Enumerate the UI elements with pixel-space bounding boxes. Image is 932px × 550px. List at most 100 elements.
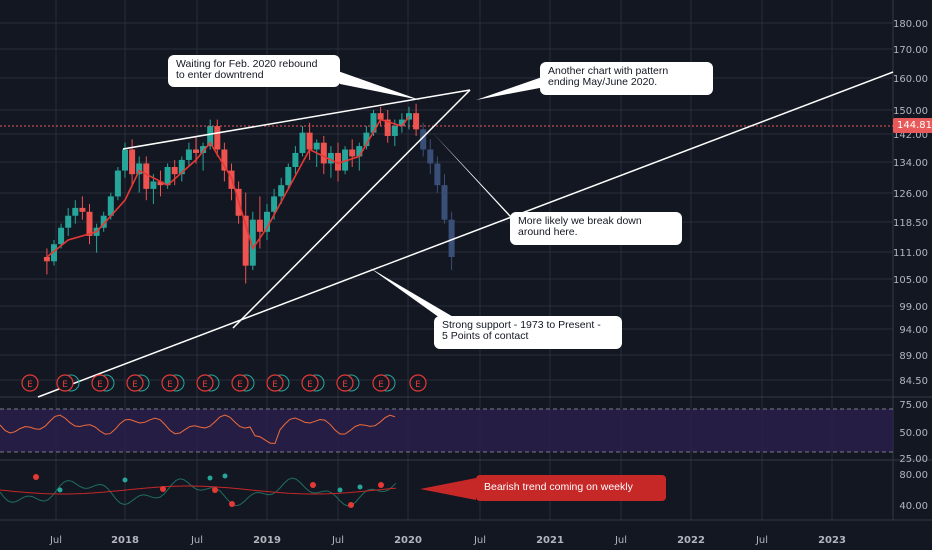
candle-body: [221, 149, 228, 171]
callout-pattern[interactable]: Another chart with pattern ending May/Ju…: [540, 62, 713, 95]
candle-body: [384, 119, 391, 136]
candle-body: [143, 163, 150, 189]
earnings-marker: [301, 374, 319, 392]
candle-body: [434, 163, 441, 186]
candle-body: [150, 181, 157, 189]
candle-body: [129, 149, 136, 175]
price-tick-label: 105.00: [893, 275, 928, 286]
time-tick-label: Jul: [190, 535, 203, 546]
candle-body: [413, 113, 420, 130]
time-axis[interactable]: Jul 2018 Jul 2019 Jul 2020 Jul 2021 Jul 2022 Jul 20…: [49, 535, 846, 546]
price-tick-label: 111.00: [893, 248, 928, 259]
callout-bearish-trend[interactable]: Bearish trend coming on weekly: [476, 475, 666, 501]
callout-break-down[interactable]: More likely we break down around here.: [510, 212, 682, 245]
candle-body: [164, 166, 171, 186]
earnings-marker-label: E: [97, 380, 103, 390]
lower-indicator-panel: [0, 473, 476, 508]
candle-body: [107, 196, 114, 216]
candle-body: [370, 113, 377, 133]
candle-body: [114, 170, 121, 197]
upper-trendline: [122, 89, 471, 150]
candle-body: [448, 219, 455, 257]
earnings-marker-label: E: [307, 380, 313, 390]
candle-body: [306, 132, 313, 150]
rsi-tick-label: 75.00: [899, 400, 928, 411]
earnings-marker: [21, 374, 39, 392]
lower-line-slow: [0, 485, 397, 495]
earnings-marker: [231, 374, 249, 392]
price-tick-label: 134.00: [893, 158, 928, 169]
time-tick-label: Jul: [49, 535, 62, 546]
lower-line-fast: [0, 477, 397, 507]
moving-average-line: [46, 115, 410, 258]
earnings-marker: [409, 374, 427, 392]
long-term-support-line: [37, 71, 894, 398]
candle-body: [363, 132, 370, 147]
price-tick-label: 142.00: [893, 130, 928, 141]
time-tick-label: Jul: [473, 535, 486, 546]
price-tick-label: 89.00: [899, 351, 928, 362]
time-tick-label: 2019: [253, 535, 281, 546]
price-tick-label: 150.00: [893, 106, 928, 117]
candle-body: [86, 211, 93, 236]
candle-body: [256, 219, 263, 232]
earnings-marker: [56, 374, 74, 392]
candle-body: [122, 149, 128, 171]
earnings-marker: [161, 374, 179, 392]
price-tick-label: 160.00: [893, 74, 928, 85]
time-tick-label: 2018: [111, 535, 139, 546]
candle-body: [200, 146, 207, 153]
rsi-tick-label: 25.00: [899, 454, 928, 465]
lower-tick-label: 40.00: [899, 501, 928, 512]
earnings-marker-label: E: [272, 380, 278, 390]
candle-body: [43, 256, 50, 262]
candle-body: [342, 149, 349, 171]
callout-feb-rebound[interactable]: Waiting for Feb. 2020 rebound to enter d…: [168, 55, 340, 87]
candle-body: [193, 149, 199, 153]
price-tick-label: 170.00: [893, 45, 928, 56]
candle-body: [313, 142, 320, 150]
candle-body: [214, 126, 221, 150]
candlestick-series: [43, 103, 455, 284]
earnings-marker: [196, 374, 214, 392]
earnings-marker: [126, 374, 144, 392]
earnings-marker-label: E: [62, 380, 68, 390]
pointer-breakdown: [432, 132, 520, 228]
price-axis[interactable]: 180.00 170.00 160.00 150.00 142.00 134.00 126.…: [893, 19, 928, 512]
candle-body: [171, 166, 178, 175]
candle-body: [65, 215, 72, 228]
candle-body: [377, 113, 384, 120]
time-tick-label: 2022: [677, 535, 705, 546]
earnings-marker-label: E: [342, 380, 348, 390]
lower-signal-dot: [310, 482, 316, 488]
earnings-marker-label: E: [27, 380, 33, 390]
lower-signal-dot: [160, 486, 166, 492]
lower-signal-dot: [222, 473, 228, 479]
earnings-marker-label: E: [167, 380, 173, 390]
candle-body: [356, 146, 363, 157]
lower-signal-dot: [33, 474, 39, 480]
candle-body: [271, 196, 278, 212]
earnings-marker: [91, 374, 109, 392]
candle-body: [406, 113, 412, 120]
time-tick-label: Jul: [614, 535, 627, 546]
candle-body: [79, 207, 86, 212]
earnings-marker-label: E: [132, 380, 138, 390]
lower-signal-dot: [357, 484, 363, 490]
trendline-drawings[interactable]: [0, 70, 894, 398]
lower-signal-dot: [378, 482, 384, 488]
candle-body: [157, 181, 164, 186]
candle-body: [335, 152, 341, 171]
candle-body: [100, 215, 107, 228]
callout-support[interactable]: Strong support - 1973 to Present - 5 Poi…: [434, 316, 622, 349]
candle-body: [58, 227, 65, 245]
earnings-marker: [372, 374, 390, 392]
price-tick-label: 99.00: [899, 302, 928, 313]
earnings-marker-label: E: [202, 380, 208, 390]
candle-body: [264, 211, 270, 232]
time-tick-label: Jul: [755, 535, 768, 546]
candle-body: [420, 129, 427, 150]
candle-body: [51, 244, 57, 262]
